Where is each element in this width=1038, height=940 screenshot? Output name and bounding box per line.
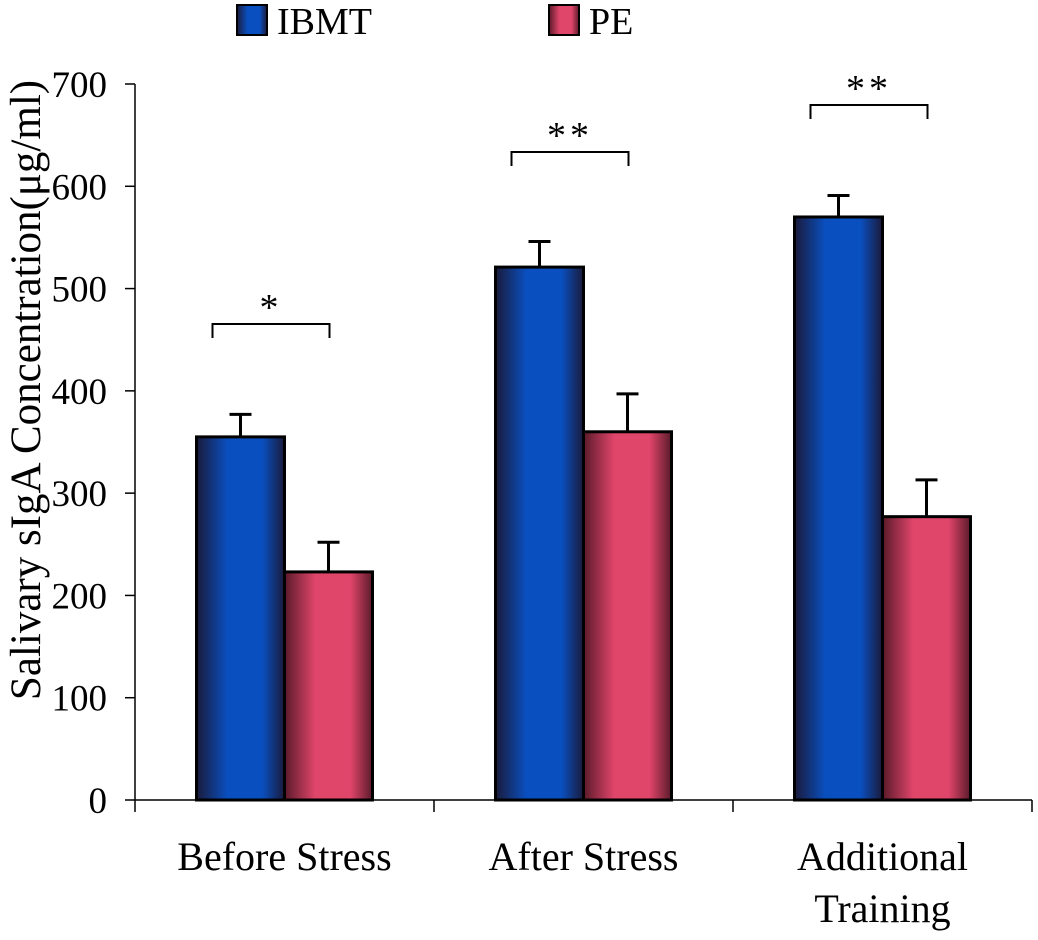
- legend-swatch-pe: [548, 4, 580, 36]
- significance-bracket: [809, 104, 929, 119]
- bar-pe-2: [582, 430, 673, 802]
- y-tick-label: 700: [52, 65, 108, 106]
- bar-ibmt-2: [494, 265, 585, 802]
- legend-label-ibmt: IBMT: [277, 1, 372, 43]
- y-tick-label: 200: [52, 576, 108, 617]
- y-tick-label: 400: [52, 372, 108, 413]
- bar-pe-1: [283, 570, 374, 802]
- x-category-label: Additional: [797, 834, 968, 879]
- y-axis-title: Salivary sIgA Concentration(μg/ml): [3, 80, 50, 700]
- bar-ibmt-1: [195, 435, 286, 802]
- x-category-label: After Stress: [489, 834, 679, 879]
- text-layer: 0 100 200 300 400 500 600 700 * Before Stress ** Af…: [3, 1, 968, 931]
- significance-label: **: [846, 68, 892, 110]
- bars-layer: [195, 4, 972, 802]
- x-category-label: Before Stress: [177, 834, 391, 879]
- legend-swatch-ibmt: [236, 4, 268, 36]
- significance-label: *: [260, 287, 283, 329]
- significance-label: **: [547, 115, 593, 157]
- y-tick-label: 100: [52, 679, 108, 720]
- x-category-label: Training: [814, 886, 950, 931]
- legend-label-pe: PE: [589, 1, 633, 43]
- axes-layer: [125, 83, 1033, 812]
- significance-bracket: [510, 151, 630, 166]
- y-tick-label: 0: [89, 781, 108, 822]
- bar-ibmt-3: [793, 215, 884, 802]
- y-tick-label: 500: [52, 270, 108, 311]
- y-tick-label: 300: [52, 474, 108, 515]
- bar-pe-3: [881, 515, 972, 802]
- y-tick-label: 600: [52, 167, 108, 208]
- significance-bracket: [211, 323, 331, 338]
